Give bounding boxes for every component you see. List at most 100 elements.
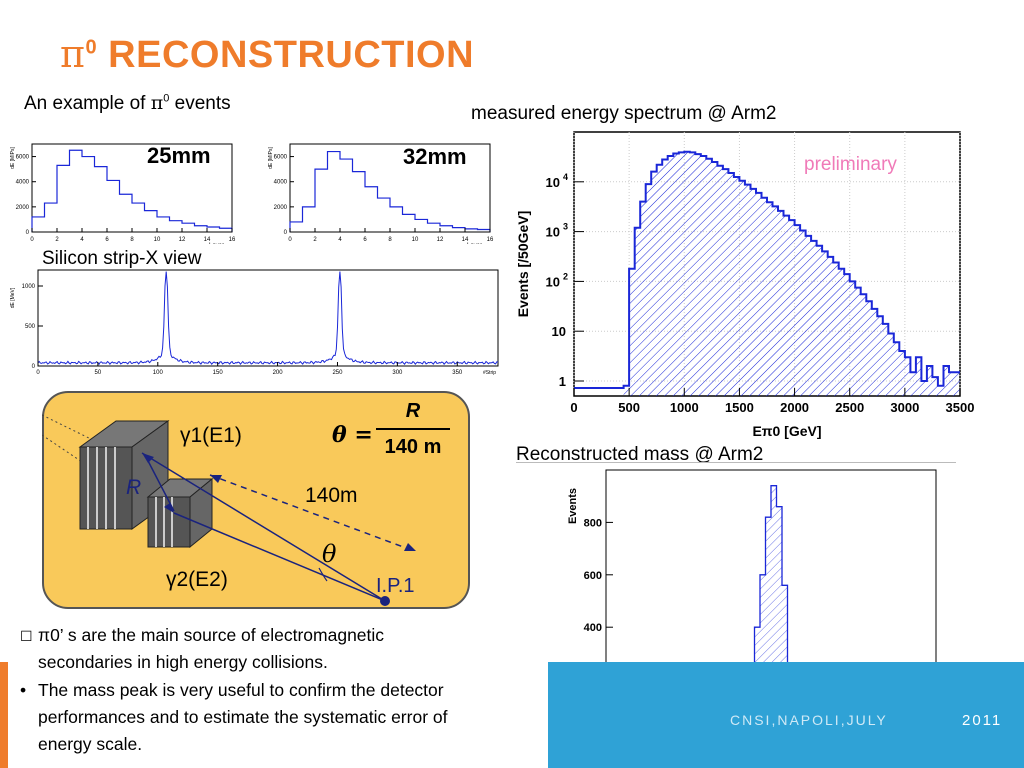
x-tick-label: 150 [213,370,224,376]
x-tick-label: 2500 [835,400,864,415]
y-axis-label: Events [567,488,579,524]
x-tick-label: 6 [363,237,367,243]
y-tick-label: 4000 [274,180,288,186]
x-tick-label: 0 [570,400,577,415]
photon2-line [173,512,386,602]
strip-signal-line [37,271,499,366]
x-tick-label: 2000 [780,400,809,415]
footer-text: CNSI,NAPOLI,JULY [730,712,888,728]
y-tick-label: 10 [546,274,560,289]
x-tick-label: 10 [154,237,161,243]
mass-heading: Reconstructed mass @ Arm2 [516,444,764,465]
x-tick-label: 12 [179,237,186,243]
geometry-diagram-drawing [42,414,416,606]
x-tick-label: 500 [618,400,640,415]
page-title: π0 RECONSTRUCTION [60,32,475,76]
example-label: An example of π0 events [24,92,231,114]
y-tick-label: 500 [25,324,36,330]
x-tick-label: 3500 [946,400,975,415]
y-tick-label: 6000 [16,155,30,161]
photon1-line [141,452,386,602]
x-tick-label: 8 [130,237,134,243]
x-tick-label: 3000 [890,400,919,415]
x-tick-label: 100 [153,370,164,376]
layer-histogram-32mm: 0 2 4 6 8 10 12 14 16 0 2000 4000 6000 Layer dE [MIPs] [268,143,494,244]
theta-label: θ [322,540,337,568]
histogram-line [289,150,491,232]
y-tick-label: 2000 [16,205,30,211]
y-tick-label: 6000 [274,155,288,161]
x-tick-label: 6 [105,237,109,243]
y-tick-label: 0 [32,364,36,370]
formula-bar [376,428,450,430]
ip-label: I.P.1 [376,575,415,597]
footer-accent-right [958,662,1024,768]
x-tick-label: 14 [462,237,469,243]
y-tick-label: 10 [546,175,560,190]
y-axis-label: dE [MIPs] [268,147,274,169]
bullet-2: • The mass peak is very useful to confirm… [20,677,490,758]
y-tick-label: 400 [584,622,602,634]
y-tick-exponent: 4 [563,172,568,182]
x-tick-label: 200 [273,370,284,376]
x-tick-label: 350 [452,370,463,376]
label-25mm: 25mm [147,143,211,168]
x-tick-label: 0 [30,237,34,243]
x-axis-label: #Strip [483,370,496,376]
arrow-head [164,503,174,513]
y-tick-label: 10 [552,324,566,339]
x-tick-label: 8 [388,237,392,243]
y-tick-exponent: 2 [563,271,568,281]
silicon-strip-chart: 0 50 100 150 200 250 300 350 0 500 1000 #Strip dE [M… [10,269,499,376]
y-tick-label: 600 [584,570,602,582]
plot-frame [31,143,233,233]
y-tick-label: 1000 [22,284,36,290]
angle-arc [318,567,328,582]
bullet-textbox [8,618,548,768]
checkbox-bullet-icon: ☐ [20,628,33,644]
footer-accent-mid [548,662,958,768]
divider [516,462,956,463]
layer-histogram-25mm: 0 2 4 6 8 10 12 14 16 0 2000 4000 6000 Layer dE [MIPs] [10,143,236,244]
x-tick-label: 1500 [725,400,754,415]
y-tick-label: 1 [559,374,566,389]
gamma1-label: γ1(E1) [180,424,242,447]
r-label: R [126,476,142,499]
bullet-1: ☐ π0’ s are the main source of electromag… [20,625,385,672]
x-tick-label: 50 [95,370,102,376]
x-tick-label: 16 [487,237,494,243]
x-tick-label: 4 [338,237,342,243]
distance-arrow [209,474,415,552]
y-tick-label: 0 [26,230,30,236]
distance-label: 140m [305,484,358,507]
x-tick-label: 0 [288,237,292,243]
interaction-point [380,596,390,606]
histogram-fill [623,151,960,396]
silicon-label: Silicon strip-X view [42,248,202,269]
formula-numerator: R [405,400,421,422]
x-tick-label: 14 [204,237,211,243]
y-tick-exponent: 3 [563,222,568,232]
x-tick-label: 16 [229,237,236,243]
y-tick-label: 0 [284,230,288,236]
x-axis-label: Layer [209,243,224,244]
x-axis-label: Eπ0 [GeV] [752,423,821,439]
y-axis-label: dE [MIPs] [10,147,16,169]
x-tick-label: 0 [36,370,40,376]
arrow-head [142,453,154,463]
y-tick-label: 4000 [16,180,30,186]
y-axis-label: dE [MeV] [10,287,16,308]
r-line [145,456,175,512]
formula-denominator: 140 m [384,436,442,458]
formula-lhs: θ = [332,422,373,448]
y-axis-label: Events [/50GeV] [515,211,531,318]
large-calorimeter-icon [78,420,170,530]
y-tick-label: 2000 [274,205,288,211]
x-axis-label: Layer [467,243,482,244]
x-tick-label: 2 [55,237,59,243]
x-tick-label: 300 [392,370,403,376]
x-tick-label: 250 [332,370,343,376]
histogram-line [31,149,233,232]
spectrum-heading: measured energy spectrum @ Arm2 [471,103,777,124]
